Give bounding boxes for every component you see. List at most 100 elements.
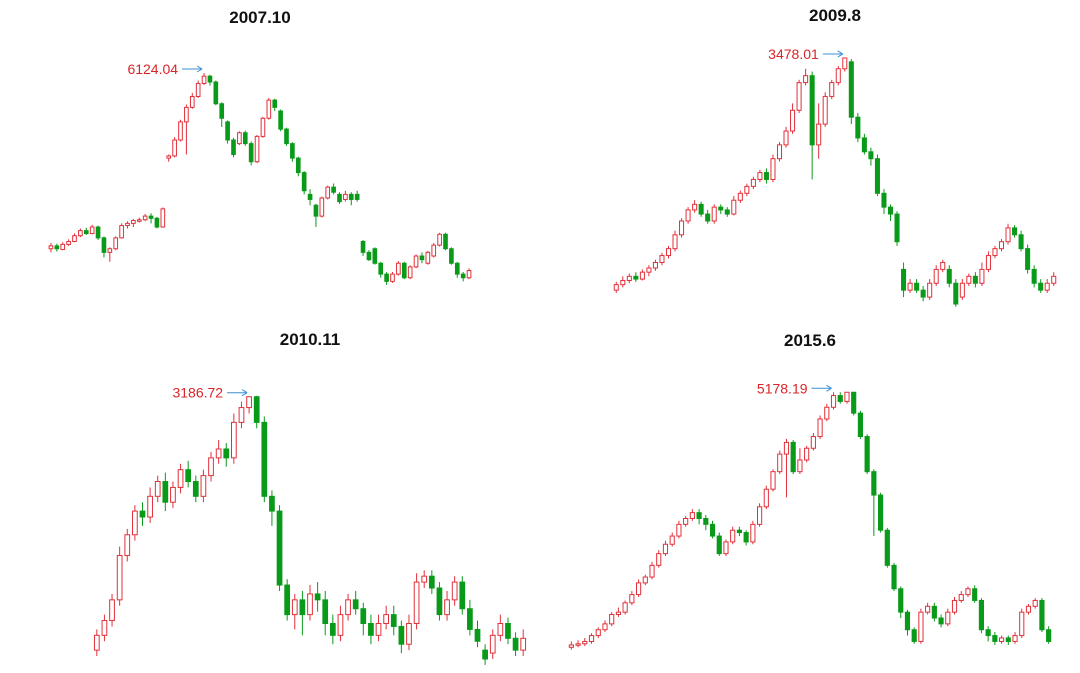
candle-body-up	[154, 481, 161, 497]
candle-body-up	[407, 266, 413, 279]
candle-body-down	[698, 203, 704, 215]
candle	[307, 189, 313, 206]
candle-body-down	[1005, 637, 1011, 642]
candle	[322, 590, 329, 636]
candle-body-down	[162, 481, 169, 503]
candle-body-up	[642, 576, 648, 584]
candle	[348, 192, 354, 206]
candle	[329, 614, 336, 645]
candle-body-up	[613, 284, 619, 291]
candle-body-up	[1005, 227, 1011, 243]
candle	[162, 472, 169, 512]
candle-body-up	[343, 193, 348, 200]
candle	[83, 227, 89, 235]
candle-body-down	[322, 599, 329, 625]
candle	[497, 614, 504, 642]
candle	[914, 279, 920, 293]
candle	[1012, 632, 1018, 644]
candle	[401, 261, 407, 280]
candle-body-up	[918, 611, 924, 642]
candle	[178, 119, 183, 142]
candle	[992, 245, 998, 259]
candle-body-down	[314, 593, 321, 601]
candle	[260, 116, 266, 138]
candle	[783, 126, 789, 148]
candle-body-down	[449, 248, 454, 264]
candle	[824, 403, 830, 422]
candle	[622, 600, 628, 615]
candle-body-up	[622, 602, 628, 613]
candle-body-up	[979, 268, 985, 284]
candle-body-down	[284, 128, 289, 145]
candle-body-down	[253, 396, 260, 423]
candle-body-down	[54, 245, 60, 250]
candle-body-down	[290, 143, 295, 159]
candle	[215, 440, 222, 464]
candle	[696, 509, 702, 525]
candle-body-down	[1031, 268, 1037, 284]
candle-body-down	[223, 448, 230, 459]
candle-body-down	[633, 275, 639, 280]
candle-body-up	[669, 535, 675, 545]
candle	[796, 79, 802, 114]
peak-value-label: 6124.04	[127, 61, 178, 77]
candle	[698, 201, 704, 217]
candle-body-down	[848, 61, 854, 118]
candle-body-down	[284, 584, 291, 616]
candle-body-up	[201, 75, 207, 84]
candle	[750, 176, 756, 190]
candle-body-down	[978, 599, 985, 631]
candle	[985, 251, 991, 273]
candle	[783, 438, 790, 498]
candle-body-up	[844, 391, 850, 402]
peak-arrow-head	[826, 384, 832, 392]
candle-body-up	[238, 407, 245, 423]
candle-body-down	[861, 137, 867, 153]
candle-body-down	[299, 599, 306, 616]
candle	[467, 599, 473, 636]
candle-body-up	[777, 453, 783, 473]
candle-body-up	[89, 226, 95, 235]
candle-body-down	[401, 262, 407, 279]
candle	[431, 242, 437, 258]
candle	[113, 236, 119, 251]
candle	[459, 576, 466, 615]
candle	[154, 475, 161, 503]
candle	[709, 520, 716, 539]
candle-body-down	[301, 172, 307, 192]
candle-body-up	[66, 241, 71, 245]
chart-panel-2007: 2007.10 6124.04	[40, 0, 480, 320]
candle-body-up	[1025, 605, 1032, 613]
candle	[891, 562, 897, 592]
candle	[743, 530, 749, 546]
candle-body-up	[646, 267, 652, 273]
candle-body-up	[692, 203, 698, 211]
candle	[246, 396, 252, 414]
candle	[383, 605, 390, 630]
candle-body-up	[131, 219, 136, 224]
candle	[166, 154, 172, 162]
candle	[679, 218, 685, 238]
candle-body-up	[959, 282, 965, 298]
candle-body-up	[413, 581, 420, 625]
candle-body-down	[884, 529, 890, 566]
candle-body-down	[454, 262, 460, 275]
candle-body-down	[278, 110, 283, 130]
candle	[763, 485, 769, 510]
candle-body-up	[396, 262, 401, 275]
candle	[372, 247, 378, 265]
candle	[620, 276, 626, 288]
candle	[89, 224, 95, 235]
candle	[829, 79, 835, 100]
candle	[945, 608, 951, 627]
candle	[185, 460, 192, 488]
candle	[901, 262, 907, 298]
candle-body-up	[1032, 599, 1038, 607]
candle	[444, 590, 450, 621]
candle-body-up	[790, 109, 796, 132]
candle-body-down	[360, 241, 366, 253]
candle	[911, 627, 917, 644]
candle-body-up	[497, 623, 504, 636]
candle-body-up	[985, 255, 991, 270]
candle-body-up	[1019, 611, 1025, 637]
